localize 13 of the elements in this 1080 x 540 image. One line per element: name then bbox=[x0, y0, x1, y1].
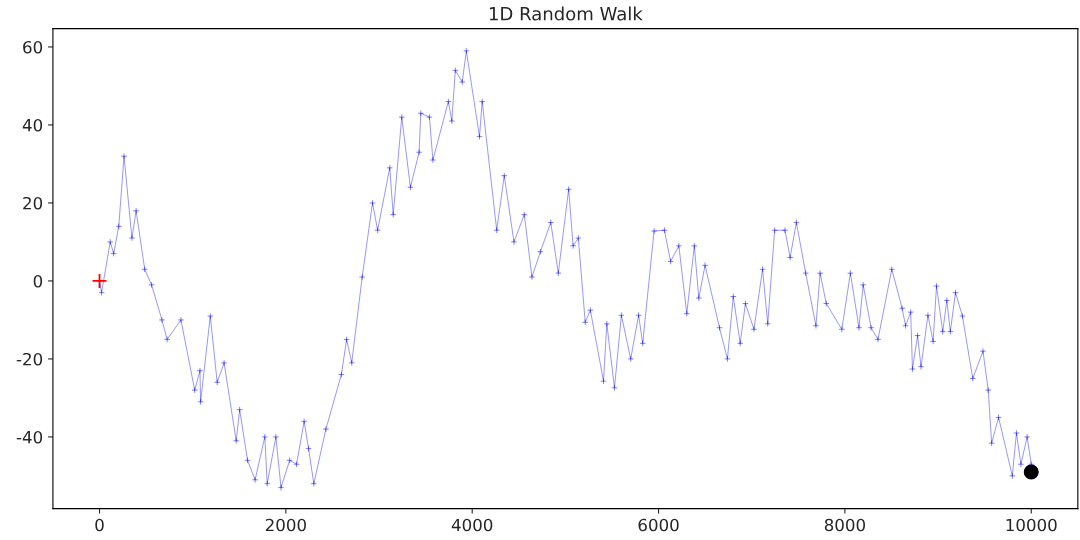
y-tick-label: 40 bbox=[22, 118, 43, 132]
y-tick-label: 60 bbox=[23, 40, 43, 54]
x-tick-label: 8000 bbox=[824, 518, 865, 532]
x-tick-label: 4000 bbox=[451, 518, 493, 532]
x-tick-label: 2000 bbox=[265, 518, 306, 532]
x-tick-label: 0 bbox=[95, 518, 104, 532]
x-tick-label: 10000 bbox=[1006, 518, 1057, 532]
y-tick-label: -20 bbox=[16, 352, 43, 366]
chart-title: 1D Random Walk bbox=[489, 6, 643, 21]
y-tick-label: -40 bbox=[16, 430, 43, 444]
y-tick-label: 20 bbox=[23, 196, 43, 210]
x-tick-label: 6000 bbox=[638, 518, 679, 532]
y-tick-label: 0 bbox=[33, 274, 43, 288]
